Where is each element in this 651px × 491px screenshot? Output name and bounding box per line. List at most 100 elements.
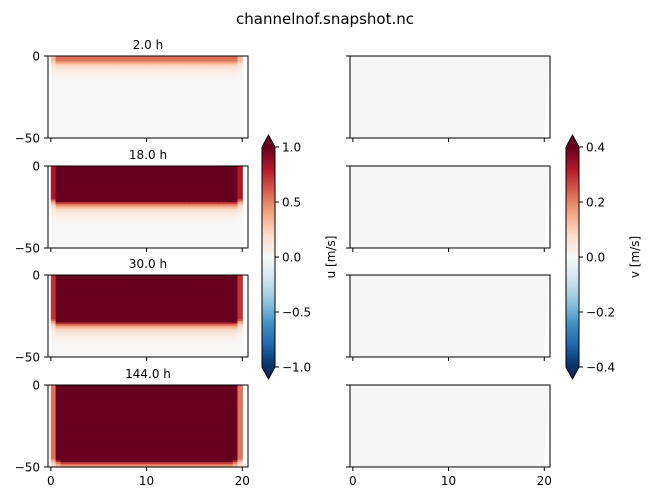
u-cell xyxy=(165,210,172,213)
u-cell xyxy=(160,177,167,180)
u-cell xyxy=(208,69,215,72)
u-cell xyxy=(65,64,71,67)
u-cell xyxy=(199,118,205,121)
u-cell xyxy=(208,113,215,116)
u-cell xyxy=(79,236,85,239)
u-cell xyxy=(79,126,85,129)
u-cell xyxy=(74,284,81,288)
u-cell xyxy=(65,309,71,312)
u-cell xyxy=(194,180,200,183)
u-cell xyxy=(184,121,191,124)
u-cell xyxy=(146,243,152,246)
u-cell xyxy=(137,294,143,297)
u-cell xyxy=(165,123,172,126)
u-cell xyxy=(55,312,62,315)
u-cell xyxy=(50,304,57,307)
u-cell xyxy=(103,216,109,220)
u-cell xyxy=(170,179,176,182)
u-cell xyxy=(84,238,90,241)
u-cell xyxy=(175,95,181,98)
u-cell xyxy=(218,57,224,60)
u-cell xyxy=(60,223,66,226)
u-cell xyxy=(180,134,186,137)
u-cell xyxy=(89,85,95,88)
u-cell xyxy=(113,348,119,352)
u-cell xyxy=(151,88,157,92)
u-cell xyxy=(227,177,234,180)
u-cell xyxy=(223,239,229,243)
u-cell xyxy=(70,215,76,218)
u-cell xyxy=(156,57,162,60)
u-cell xyxy=(79,322,85,325)
u-cell xyxy=(160,215,167,218)
u-cell xyxy=(227,78,234,82)
u-cell xyxy=(117,187,124,190)
u-cell xyxy=(208,105,215,108)
u-cell xyxy=(160,167,167,170)
u-cell xyxy=(50,226,57,229)
u-cell xyxy=(160,118,167,121)
u-cell xyxy=(218,70,224,73)
u-cell xyxy=(203,203,210,206)
u-cell xyxy=(60,87,66,90)
u-cell xyxy=(232,133,239,136)
u-cell xyxy=(208,208,215,211)
u-cell xyxy=(65,124,71,128)
u-cell xyxy=(65,203,71,206)
u-cell xyxy=(108,345,114,348)
u-cell xyxy=(175,83,181,87)
u-cell xyxy=(50,90,57,93)
u-cell xyxy=(208,134,215,137)
u-cell xyxy=(127,220,133,223)
u-cell xyxy=(50,182,57,185)
u-cell xyxy=(117,60,124,64)
u-cell xyxy=(84,188,90,192)
u-cell xyxy=(151,192,157,195)
u-cell xyxy=(180,108,186,111)
u-cell xyxy=(184,210,191,213)
u-cell xyxy=(60,314,66,317)
u-cell xyxy=(127,90,133,93)
u-cell xyxy=(156,121,162,124)
u-cell xyxy=(199,92,205,95)
u-cell xyxy=(50,332,57,335)
u-cell xyxy=(65,299,71,302)
u-cell xyxy=(50,103,57,106)
u-cell xyxy=(127,215,133,218)
u-cell xyxy=(55,203,62,206)
u-cell xyxy=(65,92,71,95)
u-cell xyxy=(223,195,229,198)
u-cell xyxy=(93,83,100,87)
u-cell xyxy=(74,243,81,246)
u-cell xyxy=(122,100,129,103)
u-cell xyxy=(151,100,157,103)
u-cell xyxy=(79,223,85,226)
u-cell xyxy=(170,93,176,96)
u-cell xyxy=(79,83,85,87)
u-cell xyxy=(122,88,129,92)
u-cell xyxy=(223,190,229,193)
u-cell xyxy=(156,221,162,224)
u-cell xyxy=(117,87,124,90)
u-cell xyxy=(132,322,138,325)
u-cell xyxy=(180,208,186,211)
u-cell xyxy=(237,177,243,180)
u-cell xyxy=(127,317,133,320)
u-cell xyxy=(146,195,152,198)
u-cell xyxy=(127,195,133,198)
u-cell xyxy=(208,119,215,123)
u-cell xyxy=(70,203,76,206)
u-cell xyxy=(113,291,119,294)
u-cell xyxy=(79,118,85,121)
u-cell xyxy=(103,314,109,317)
u-cell xyxy=(70,116,76,119)
u-cell xyxy=(218,238,224,241)
u-cell xyxy=(103,332,109,335)
u-cell xyxy=(137,221,143,224)
u-cell xyxy=(55,332,62,335)
u-cell xyxy=(74,228,81,231)
u-cell xyxy=(141,243,148,246)
u-cell xyxy=(65,56,71,59)
u-cell xyxy=(70,57,76,60)
u-cell xyxy=(117,195,124,198)
